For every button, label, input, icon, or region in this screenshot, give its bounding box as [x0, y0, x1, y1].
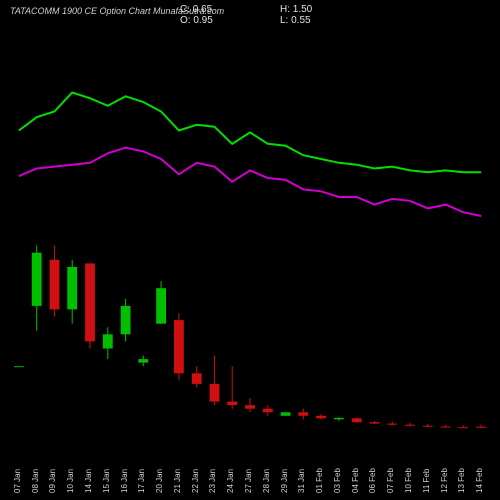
x-axis-label: 20 Jan: [155, 469, 164, 495]
candle-body: [50, 260, 60, 310]
candle-body: [156, 288, 166, 324]
x-axis-label: 12 Feb: [440, 468, 449, 495]
candle-body: [370, 422, 380, 423]
x-axis-label: 10 Feb: [404, 468, 413, 495]
x-axis-label: 14 Jan: [84, 469, 93, 495]
candle-body: [458, 427, 468, 428]
x-axis-label: 29 Jan: [280, 469, 289, 495]
candle-body: [476, 427, 486, 428]
high-label: H:: [280, 4, 293, 15]
candle-body: [174, 320, 184, 373]
chart-area: [10, 35, 490, 435]
candle-body: [334, 418, 344, 419]
x-axis-label: 07 Feb: [386, 468, 395, 495]
candle-body: [281, 412, 291, 416]
candle-body: [352, 418, 362, 422]
candle-body: [67, 267, 77, 310]
candle-body: [423, 426, 433, 427]
x-axis-label: 13 Feb: [457, 468, 466, 495]
x-axis-label: 06 Feb: [368, 468, 377, 495]
candle-body: [298, 412, 308, 416]
x-axis-label: 22 Jan: [191, 469, 200, 495]
candle-body: [387, 424, 397, 425]
candle-body: [121, 306, 131, 334]
x-axis-label: 03 Feb: [333, 468, 342, 495]
candle-body: [227, 402, 237, 406]
candle-body: [14, 366, 24, 367]
x-axis-label: 14 Feb: [475, 468, 484, 495]
x-axis-label: 04 Feb: [351, 468, 360, 495]
ohlc-block-hl: H: 1.50 L: 0.55: [280, 4, 312, 26]
candle-body: [441, 427, 451, 428]
candle-body: [138, 359, 148, 363]
x-axis-label: 08 Jan: [31, 469, 40, 495]
x-axis-label: 09 Jan: [48, 469, 57, 495]
x-axis-label: 21 Jan: [173, 469, 182, 495]
candle-body: [405, 425, 415, 426]
overlay-line-green: [19, 93, 481, 173]
x-axis-label: 10 Jan: [66, 469, 75, 495]
overlay-line-magenta: [19, 148, 481, 216]
open-label: O:: [180, 15, 193, 26]
x-axis: 07 Jan 08 Jan 09 Jan 10 Jan 14 Jan 15 Jan 16 J…: [10, 440, 490, 495]
ohlc-block-co: C: 0.65 O: 0.95: [180, 4, 213, 26]
chart-svg: [10, 35, 490, 435]
close-value: 0.65: [193, 4, 212, 15]
x-axis-label: 17 Jan: [137, 469, 146, 495]
candle-body: [210, 384, 220, 402]
x-axis-label: 11 Feb: [422, 469, 431, 495]
candle-body: [263, 409, 273, 413]
close-label: C:: [180, 4, 193, 15]
candle-body: [32, 253, 42, 306]
candle-body: [245, 405, 255, 409]
x-axis-label: 27 Jan: [244, 469, 253, 495]
x-axis-label: 01 Feb: [315, 468, 324, 495]
candle-body: [85, 263, 95, 341]
x-axis-label: 23 Jan: [208, 469, 217, 495]
x-axis-label: 16 Jan: [120, 469, 129, 495]
x-axis-label: 07 Jan: [13, 469, 22, 495]
candle-body: [192, 373, 202, 384]
candle-body: [316, 416, 326, 419]
chart-page: { "title": "TATACOMM 1900 CE Option Char…: [0, 0, 500, 500]
x-axis-label: 24 Jan: [226, 469, 235, 495]
x-axis-label: 28 Jan: [262, 469, 271, 495]
high-value: 1.50: [293, 4, 312, 15]
low-label: L:: [280, 15, 291, 26]
x-axis-label: 15 Jan: [102, 469, 111, 495]
candle-body: [103, 334, 113, 348]
low-value: 0.55: [291, 15, 310, 26]
x-axis-label: 31 Jan: [297, 469, 306, 495]
open-value: 0.95: [193, 15, 212, 26]
